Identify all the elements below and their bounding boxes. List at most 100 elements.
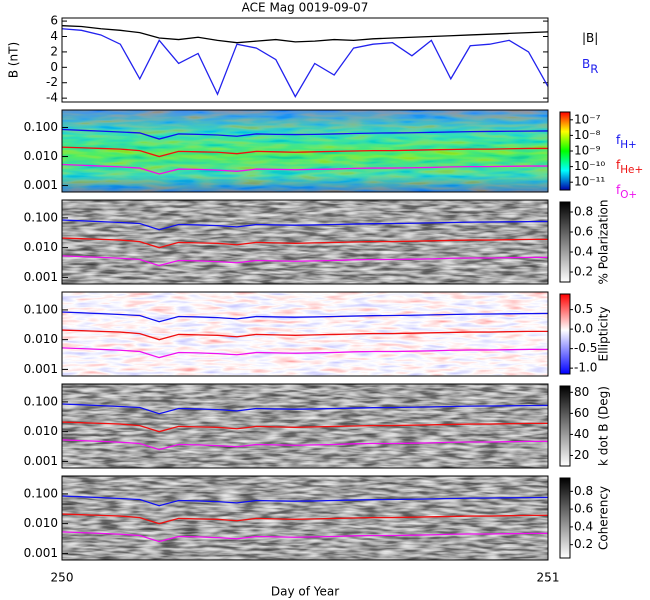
colorbar-tick-label: 0.8	[574, 484, 593, 498]
y-tick-label: 2	[50, 44, 58, 58]
y-tick-label: 0.100	[24, 394, 58, 408]
series-line	[61, 311, 549, 323]
x-tick-label: 251	[537, 571, 560, 585]
y-tick-label: 0.010	[24, 424, 58, 438]
y-tick-label: 0.001	[24, 454, 58, 468]
legend-label: fH+	[616, 133, 637, 152]
legend-subscript: R	[590, 62, 598, 76]
y-tick-label: 0.010	[24, 240, 58, 254]
plot-frame	[61, 383, 549, 469]
colorbar-tick-label: 0.2	[574, 537, 593, 551]
legend-name: f	[616, 158, 621, 172]
plot-frame	[61, 291, 549, 377]
y-tick-label: 0.100	[24, 486, 58, 500]
y-tick-label: 0.001	[24, 362, 58, 376]
spectrogram-texture	[62, 292, 548, 376]
plot-frame	[61, 199, 549, 285]
y-tick-label: 0.100	[24, 210, 58, 224]
y-tick-label: -2	[46, 75, 58, 89]
chart-title: ACE Mag 0019-09-07	[242, 1, 369, 15]
colorbar	[559, 477, 571, 559]
colorbar-tick-label: -0.5	[574, 341, 597, 355]
colorbar	[559, 385, 571, 467]
y-tick-label: 0	[50, 60, 58, 74]
y-tick-label: 0.100	[24, 120, 58, 134]
y-tick-label: 6	[50, 14, 58, 28]
colorbar-tick-label: 20	[574, 448, 589, 462]
series-line	[61, 513, 548, 525]
colorbar-tick-label: 0.6	[574, 502, 593, 516]
y-tick-label: 0.100	[24, 302, 58, 316]
colorbar	[559, 293, 571, 375]
series-line	[61, 163, 548, 175]
colorbar-label: Coherency	[597, 486, 611, 550]
legend-subscript: He+	[620, 164, 643, 176]
series-line	[61, 128, 549, 140]
colorbar-tick-label: 10⁻⁷	[574, 112, 601, 126]
colorbar-tick-label: 0.8	[574, 205, 593, 219]
plot-frame	[61, 17, 549, 103]
legend-name: f	[616, 133, 621, 147]
colorbar-tick-label: 0.4	[574, 519, 593, 533]
series-line	[61, 146, 548, 158]
colorbar-tick-label: 10⁻⁸	[574, 128, 601, 142]
series-line	[61, 219, 549, 231]
colorbar-tick-label: 0.0	[574, 322, 593, 336]
series-line	[61, 25, 549, 44]
y-tick-label: 0.010	[24, 516, 58, 530]
legend-label: fO+	[616, 183, 637, 202]
colorbar	[559, 201, 571, 283]
legend-name: |B|	[582, 31, 598, 45]
y-tick-label: 0.010	[24, 149, 58, 163]
colorbar-label: k dot B (Deg)	[597, 386, 611, 466]
series-line	[61, 421, 548, 433]
colorbar-label: % Polarization	[597, 200, 611, 285]
legend-name: f	[616, 183, 621, 197]
legend-label: fHe+	[616, 158, 643, 177]
colorbar-tick-label: 0.6	[574, 225, 593, 239]
spectrogram-texture	[62, 200, 548, 284]
series-line	[61, 237, 548, 249]
series-line	[61, 329, 548, 341]
plot-frame	[61, 475, 549, 561]
series-line	[61, 255, 548, 267]
colorbar-tick-label: -1.0	[574, 361, 597, 375]
legend-label: BR	[582, 57, 598, 76]
series-line	[61, 403, 549, 415]
series-line	[61, 439, 548, 451]
colorbar-tick-label: 60	[574, 406, 589, 420]
colorbar	[559, 111, 571, 191]
colorbar-tick-label: 40	[574, 427, 589, 441]
legend-subscript: O+	[620, 189, 637, 201]
colorbar-tick-label: 10⁻¹¹	[574, 175, 605, 189]
colorbar-tick-label: 0.4	[574, 245, 593, 259]
series-line	[61, 347, 548, 359]
legend-label: |B|	[582, 31, 598, 45]
x-axis-label: Day of Year	[271, 585, 339, 599]
y-tick-label: 0.001	[24, 178, 58, 192]
spectrogram-texture	[62, 110, 548, 192]
y-tick-label: 0.001	[24, 546, 58, 560]
spectrogram-texture	[62, 476, 548, 560]
colorbar-tick-label: 10⁻¹⁰	[574, 159, 605, 173]
spectrogram-texture	[62, 384, 548, 468]
legend-subscript: H+	[620, 139, 637, 151]
series-line	[61, 28, 549, 98]
colorbar-tick-label: 0.2	[574, 265, 593, 279]
y-tick-label: 0.010	[24, 332, 58, 346]
series-line	[61, 495, 549, 507]
y-tick-label: 4	[50, 29, 58, 43]
colorbar-tick-label: 0.5	[574, 302, 593, 316]
colorbar-tick-label: 80	[574, 385, 589, 399]
plot-frame	[61, 109, 549, 193]
y-axis-label: B (nT)	[7, 42, 21, 78]
colorbar-tick-label: 10⁻⁹	[574, 144, 601, 158]
colorbar-label: Ellipticity	[597, 307, 611, 362]
series-line	[61, 531, 548, 543]
y-tick-label: -4	[46, 91, 58, 105]
x-tick-label: 250	[51, 571, 74, 585]
y-tick-label: 0.001	[24, 270, 58, 284]
legend-name: B	[582, 57, 590, 71]
